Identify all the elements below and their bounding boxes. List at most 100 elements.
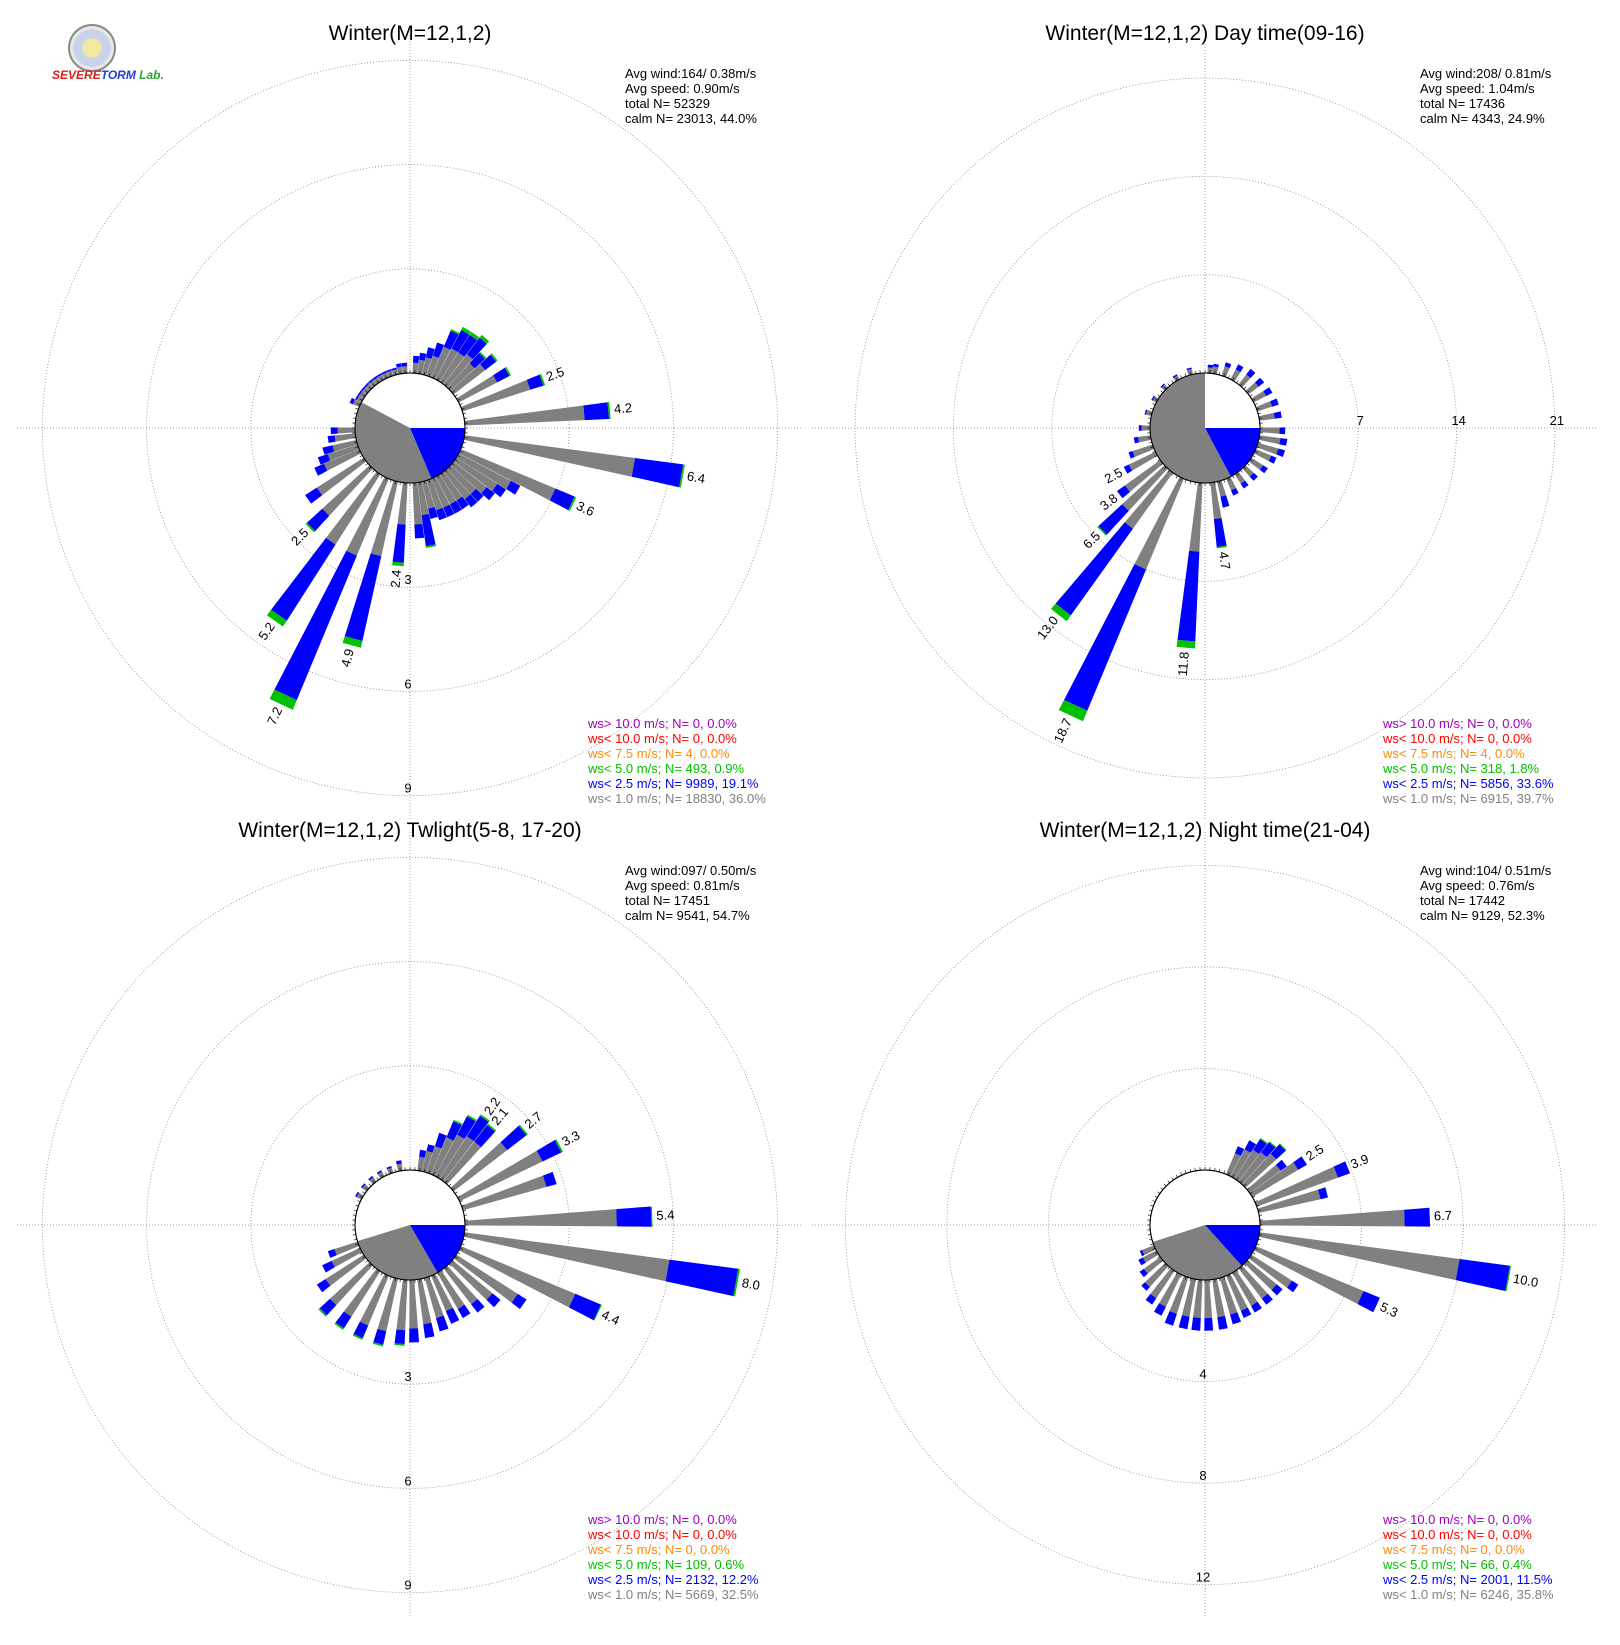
calm-tick <box>1253 456 1256 458</box>
calm-tick <box>424 1278 425 1281</box>
bar-segment-lt2_5 <box>328 435 336 443</box>
calm-tick <box>1237 381 1239 383</box>
calm-tick <box>1149 1210 1152 1211</box>
calm-tick <box>455 395 457 397</box>
bar-value-label: 2.4 <box>387 569 404 588</box>
calm-tick <box>1259 1215 1262 1216</box>
calm-tick <box>1161 1188 1163 1190</box>
calm-tick <box>463 413 466 414</box>
legend-entry: ws< 2.5 m/s; N= 2001, 11.5% <box>1382 1572 1553 1587</box>
calm-tick <box>1240 470 1242 472</box>
bar-segment-lt1 <box>1189 483 1202 552</box>
bar-segment-lt2_5 <box>1274 411 1282 418</box>
bar-segment-lt2_5 <box>395 1330 406 1345</box>
bar-value-label: 6.4 <box>686 468 706 486</box>
legend-entry: ws< 5.0 m/s; N= 66, 0.4% <box>1382 1557 1532 1572</box>
ring-label: 8 <box>1199 1468 1206 1483</box>
bar-segment-lt2_5 <box>423 1323 434 1338</box>
legend-entry: ws> 10.0 m/s; N= 0, 0.0% <box>587 716 737 731</box>
calm-tick <box>1181 375 1182 378</box>
bar-segment-lt2_5 <box>422 514 436 546</box>
calm-tick <box>1190 1278 1191 1281</box>
stats-line: calm N= 23013, 44.0% <box>625 111 757 126</box>
bar-segment-lt1 <box>1226 477 1236 491</box>
calm-tick <box>455 1192 457 1194</box>
bar-value-label: 13.0 <box>1034 613 1061 642</box>
calm-tick <box>356 408 359 409</box>
calm-tick <box>1258 413 1261 414</box>
calm-tick <box>1176 1175 1178 1178</box>
calm-tick <box>1151 1244 1154 1245</box>
bar-segment-lt1 <box>371 481 398 557</box>
bar-segment-lt2_5 <box>373 1329 386 1345</box>
calm-tick <box>1190 481 1191 484</box>
calm-tick <box>1152 404 1155 405</box>
calm-tick <box>1219 1278 1220 1281</box>
calm-tick <box>363 1192 365 1194</box>
severe-storm-lab-logo: SEVERETORM Lab. <box>52 24 142 86</box>
calm-tick <box>1185 374 1186 377</box>
ring-label: 3 <box>404 572 411 587</box>
calm-tick <box>366 463 368 465</box>
bar-segment-lt1 <box>409 1280 418 1329</box>
bar-segment-lt2_5 <box>1208 365 1214 368</box>
calm-tick <box>458 1253 461 1255</box>
legend-entry: ws< 10.0 m/s; N= 0, 0.0% <box>1382 731 1532 746</box>
calm-tick <box>1164 1184 1166 1186</box>
calm-tick <box>354 413 357 414</box>
bar-value-label: 18.7 <box>1051 716 1075 745</box>
calm-tick <box>1195 371 1196 374</box>
stats-line: Avg wind:097/ 0.50m/s <box>625 863 757 878</box>
bar-value-label: 4.2 <box>613 400 632 417</box>
legend-entry: ws< 5.0 m/s; N= 493, 0.9% <box>587 761 745 776</box>
ring-label: 21 <box>1550 413 1564 428</box>
calm-tick <box>1168 1181 1170 1183</box>
bar-segment-lt2_5 <box>413 356 419 363</box>
stats-line: Avg speed: 1.04m/s <box>1420 81 1535 96</box>
bar-segment-lt2_5 <box>1279 427 1285 434</box>
bar-value-label: 10.0 <box>1512 1271 1540 1290</box>
bar-value-label: 2.5 <box>1303 1141 1326 1163</box>
legend-entry: ws< 5.0 m/s; N= 109, 0.6% <box>587 1557 745 1572</box>
calm-tick <box>356 1205 359 1206</box>
logo-letter-s: S <box>52 68 60 82</box>
calm-tick <box>1151 408 1154 409</box>
bar-segment-lt2_5 <box>1404 1208 1430 1227</box>
bar-value-label: 2.7 <box>521 1109 544 1132</box>
calm-tick <box>1244 387 1246 389</box>
legend-entry: ws< 7.5 m/s; N= 0, 0.0% <box>1382 1542 1525 1557</box>
bar-segment-lt1 <box>1259 1232 1460 1280</box>
calm-tick <box>1233 476 1235 479</box>
panel-title: Winter(M=12,1,2) Night time(21-04) <box>1040 819 1371 842</box>
bar-value-label: 7.2 <box>264 704 285 727</box>
calm-tick <box>390 1277 391 1280</box>
calm-tick <box>381 1273 383 1276</box>
legend-entry: ws< 5.0 m/s; N= 318, 1.8% <box>1382 761 1540 776</box>
calm-tick <box>1148 1235 1151 1236</box>
calm-tick <box>1152 1201 1155 1202</box>
calm-tick <box>1176 476 1178 479</box>
bar-segment-lt1 <box>465 406 585 426</box>
calm-tick <box>1151 1205 1154 1206</box>
stats-line: Avg speed: 0.76m/s <box>1420 878 1535 893</box>
calm-tick <box>366 1260 368 1262</box>
bar-segment-lt1 <box>465 1209 617 1226</box>
panel-title: Winter(M=12,1,2) Twlight(5-8, 17-20) <box>238 819 581 842</box>
bar-segment-lt1 <box>338 428 356 434</box>
ring-label: 6 <box>404 676 411 691</box>
bar-segment-lt2_5 <box>446 1308 460 1324</box>
bar-segment-lt2_5 <box>393 524 406 563</box>
lab-seal-icon <box>68 24 116 72</box>
bar-segment-lt1 <box>1251 391 1266 403</box>
calm-tick <box>1257 1244 1260 1245</box>
bar-segment-lt1 <box>1249 458 1264 470</box>
calm-tick <box>1148 418 1151 419</box>
bar-segment-lt1 <box>1256 401 1272 411</box>
legend-entry: ws> 10.0 m/s; N= 0, 0.0% <box>587 1512 737 1527</box>
legend-entry: ws> 10.0 m/s; N= 0, 0.0% <box>1382 1512 1532 1527</box>
legend-entry: ws< 1.0 m/s; N= 18830, 36.0% <box>587 791 766 806</box>
